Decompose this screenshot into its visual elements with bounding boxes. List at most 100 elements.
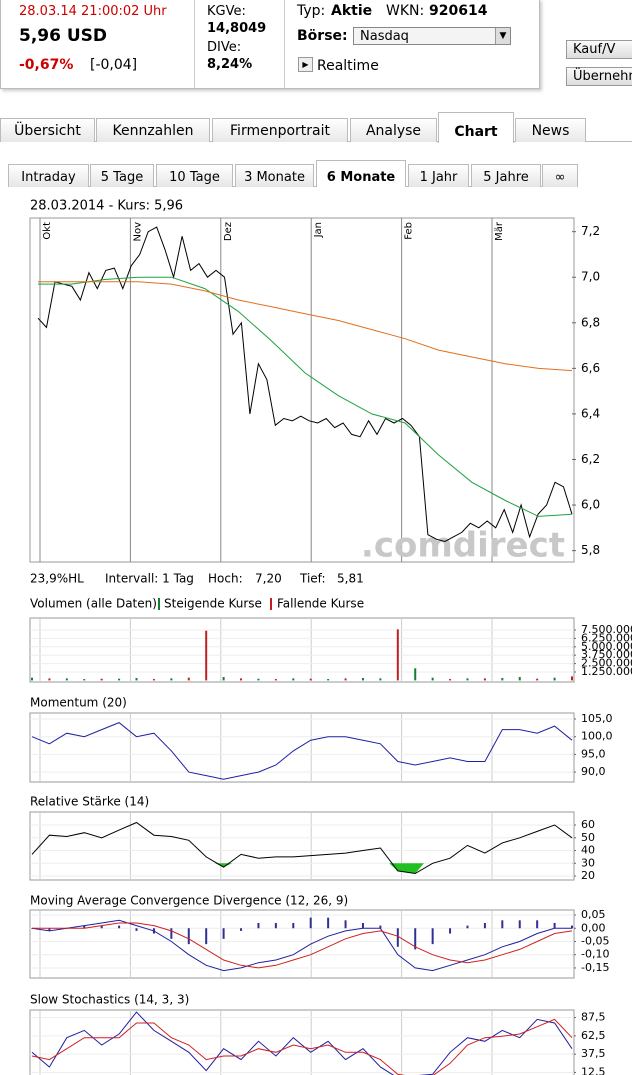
y-tick-label: 12,5 <box>581 1065 606 1075</box>
legend-label: Fallende Kurse <box>277 597 364 611</box>
volume-bar <box>222 677 225 681</box>
volume-bar <box>327 679 330 681</box>
histogram-bar <box>501 920 504 929</box>
tab[interactable]: Kennzahlen <box>96 118 210 142</box>
tab[interactable]: News <box>515 118 586 142</box>
y-tick-label: 60 <box>581 818 595 831</box>
volume-bar <box>65 678 68 681</box>
volume-bar <box>152 679 155 681</box>
series-line <box>38 276 573 517</box>
watchlist-button[interactable]: Übernehm <box>566 67 632 86</box>
histogram-bar <box>361 922 364 929</box>
series-line <box>31 1011 573 1075</box>
y-tick-label: 6,2 <box>581 452 600 466</box>
period-tab[interactable]: 1 Jahr <box>408 164 469 187</box>
panel-title: Relative Stärke (14) <box>30 795 149 809</box>
volume-bar <box>240 678 243 681</box>
volume-bar <box>292 678 295 681</box>
period-tab[interactable]: 10 Tage <box>156 164 233 187</box>
y-tick-label: 100,0 <box>581 730 613 743</box>
volume-bar <box>100 678 103 681</box>
tab[interactable]: Übersicht <box>0 118 95 142</box>
y-tick-label: 50 <box>581 831 595 844</box>
volume-bar <box>118 678 121 681</box>
y-tick-label: -0,15 <box>581 961 609 974</box>
volume-bar <box>170 678 173 681</box>
y-tick-label: 7,0 <box>581 270 600 284</box>
panel-title: Moving Average Convergence Divergence (1… <box>30 894 348 908</box>
volume-bar <box>518 677 521 681</box>
y-tick-label: 6,6 <box>581 361 600 375</box>
histogram-bar <box>483 922 486 929</box>
y-tick-label: 7.500.000 <box>581 623 632 636</box>
y-tick-label: 87,5 <box>581 1011 606 1024</box>
volume-bar <box>344 678 347 681</box>
y-tick-label: 30 <box>581 856 595 869</box>
series-line <box>31 821 573 875</box>
histogram-bar <box>240 928 243 931</box>
month-label: Jan <box>313 222 324 238</box>
volume-bar <box>48 678 51 681</box>
plot-frame <box>29 712 575 783</box>
period-tab[interactable]: Intraday <box>8 164 89 187</box>
period-tab[interactable]: 5 Jahre <box>471 164 541 187</box>
series-line <box>37 226 573 543</box>
y-tick-label: 6,4 <box>581 406 600 420</box>
volume-bar <box>449 679 452 681</box>
volume-bar <box>274 679 277 681</box>
volume-bar <box>414 668 417 681</box>
panel-title: Slow Stochastics (14, 3, 3) <box>30 993 189 1007</box>
y-tick-label: 95,0 <box>581 747 606 760</box>
y-tick-label: 6.250.000 <box>581 631 632 644</box>
histogram-bar <box>83 925 86 929</box>
panel-title: Momentum (20) <box>30 696 127 710</box>
y-tick-label: 0,05 <box>581 908 606 921</box>
y-tick-label: 0,00 <box>581 921 606 934</box>
panel-title: 28.03.2014 - Kurs: 5,96 <box>30 199 183 214</box>
tab[interactable]: Chart <box>438 112 514 143</box>
panel-title: Volumen (alle Daten) <box>30 597 157 611</box>
month-label: Dez <box>223 222 234 241</box>
volume-bar <box>536 678 539 681</box>
tab[interactable]: Firmenportrait <box>212 118 348 142</box>
series-line <box>31 1018 573 1075</box>
typ-label: Typ: <box>297 3 326 19</box>
trade-button[interactable]: Kauf/V <box>566 40 632 59</box>
y-tick-label: 62,5 <box>581 1029 606 1042</box>
y-tick-label: 2.500.000 <box>581 657 632 670</box>
plot-frame <box>29 617 575 683</box>
period-tab[interactable]: 5 Tage <box>90 164 154 187</box>
month-label: Mär <box>494 221 505 241</box>
chart-info: 23,9%HL <box>30 572 84 586</box>
histogram-bar <box>553 922 556 929</box>
histogram-bar <box>274 922 277 929</box>
quote-box: 28.03.14 21:00:02 Uhr 5,96 USD -0,67% [-… <box>0 0 540 89</box>
y-tick-label: 37,5 <box>581 1047 606 1060</box>
realtime-toggle[interactable]: ▶ <box>298 57 313 72</box>
period-tab[interactable]: 3 Monate <box>235 164 314 187</box>
y-tick-label: 20 <box>581 869 595 882</box>
volume-bar <box>83 679 86 681</box>
y-tick-label: 5.000.000 <box>581 640 632 653</box>
period-tab[interactable]: 6 Monate <box>316 160 406 187</box>
period-tab[interactable]: ∞ <box>542 164 578 187</box>
boerse-label: Börse: <box>297 28 348 44</box>
volume-bar <box>205 630 208 681</box>
histogram-bar <box>222 928 225 939</box>
wkn-label: WKN: <box>386 3 425 19</box>
volume-bar <box>571 676 573 681</box>
tab[interactable]: Analyse <box>350 118 437 142</box>
series-line <box>38 281 573 372</box>
series-line <box>32 922 573 969</box>
volume-bar <box>553 677 556 681</box>
histogram-bar <box>571 925 573 929</box>
volume-bar <box>431 677 434 681</box>
histogram-bar <box>309 917 312 929</box>
histogram-bar <box>327 917 330 929</box>
typ: Aktie <box>331 3 373 19</box>
quote-price: 5,96 USD <box>19 26 108 46</box>
exchange-select[interactable]: Nasdaq ▼ <box>353 27 511 45</box>
series-line <box>31 722 573 780</box>
volume-bar <box>466 678 469 681</box>
